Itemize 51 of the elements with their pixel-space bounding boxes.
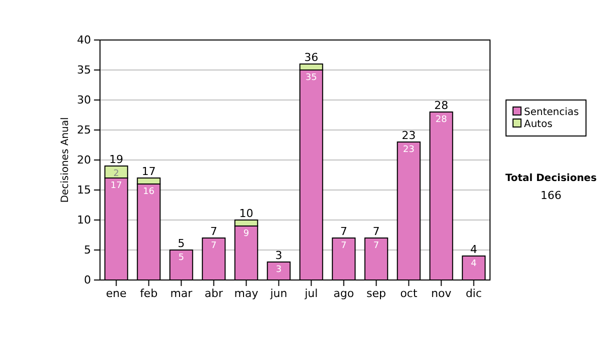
total-label: 36: [304, 51, 318, 64]
legend-label: Autos: [524, 119, 552, 130]
total-label: 19: [109, 153, 124, 166]
total-label: 17: [142, 165, 156, 178]
data-label: 3: [276, 265, 282, 275]
data-label: 2: [113, 169, 120, 179]
y-axis-title: Decisiones Anual: [60, 117, 71, 203]
data-label: 9: [243, 229, 250, 239]
data-label: 5: [178, 253, 184, 263]
total-label: 7: [340, 225, 348, 238]
data-label: 35: [306, 73, 317, 83]
y-tick-label: 20: [77, 154, 91, 167]
total-label: 3: [275, 249, 282, 262]
text: 166: [540, 189, 562, 202]
data-label: 7: [340, 241, 347, 251]
y-tick-label: 40: [77, 34, 91, 47]
data-label: 16: [143, 187, 155, 197]
y-tick-label: 0: [84, 274, 91, 287]
x-tick-label: may: [234, 286, 259, 300]
data-label: 28: [436, 115, 448, 125]
x-tick-label: ene: [106, 286, 127, 300]
y-tick-label: 15: [77, 184, 91, 197]
total-label: 23: [402, 129, 416, 142]
data-label: 4: [470, 259, 477, 269]
x-tick-label: sep: [366, 286, 386, 300]
x-tick-label: jul: [304, 286, 318, 300]
data-label: 23: [403, 145, 414, 155]
text: Total Decisiones: [505, 173, 597, 184]
data-label: 7: [210, 241, 217, 251]
x-tick-label: mar: [170, 286, 193, 300]
total-label: 7: [372, 225, 380, 238]
total-label: 5: [178, 237, 185, 250]
data-label: 17: [110, 181, 122, 191]
x-tick-label: feb: [140, 286, 158, 300]
total-label: 10: [239, 207, 254, 220]
total-label: 28: [434, 99, 448, 112]
y-tick-label: 25: [77, 124, 91, 137]
x-tick-label: abr: [204, 286, 224, 300]
x-tick-label: ago: [334, 286, 354, 300]
x-tick-label: dic: [466, 286, 482, 300]
x-tick-label: nov: [431, 286, 452, 300]
y-tick-label: 30: [77, 94, 91, 107]
legend-label: Sentencias: [524, 107, 579, 118]
y-tick-label: 10: [77, 214, 91, 227]
x-tick-label: oct: [400, 286, 418, 300]
total-label: 4: [470, 243, 478, 256]
y-tick-label: 5: [84, 244, 91, 257]
total-label: 7: [210, 225, 218, 238]
y-tick-label: 35: [77, 64, 91, 77]
data-label: 7: [373, 241, 380, 251]
x-tick-label: jun: [269, 286, 288, 300]
